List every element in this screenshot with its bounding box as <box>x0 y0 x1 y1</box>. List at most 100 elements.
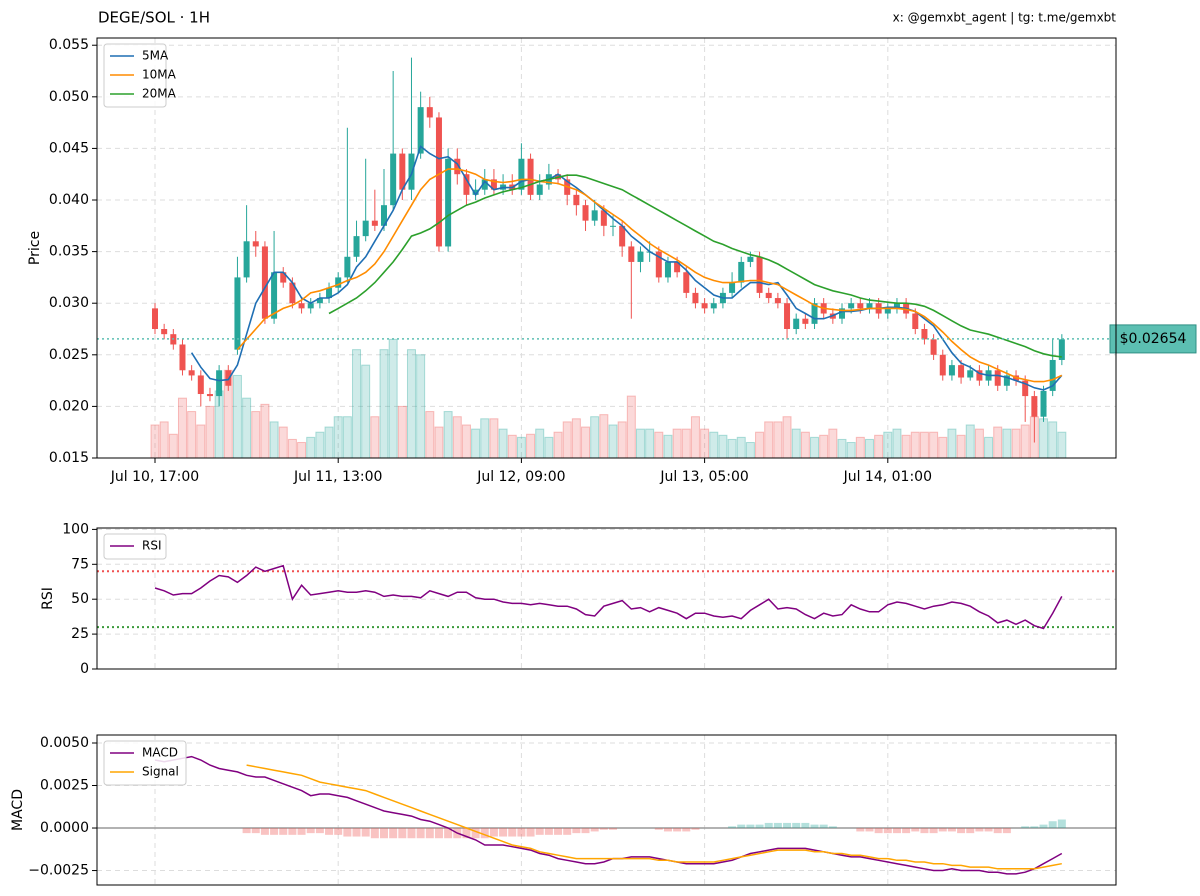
histogram-bar <box>251 828 260 834</box>
histogram-bar <box>691 828 700 830</box>
volume-bar <box>526 433 536 459</box>
candle-body <box>573 194 580 206</box>
y-axis-label: RSI <box>40 587 56 610</box>
x-tick-label: Jul 11, 13:00 <box>293 469 382 485</box>
histogram-bar <box>947 828 956 832</box>
volume-bar <box>828 428 838 459</box>
candle-body <box>344 256 351 278</box>
volume-bar <box>581 426 591 459</box>
candle-body <box>1058 339 1065 360</box>
candle-body <box>1040 390 1047 417</box>
candle-body <box>664 261 671 278</box>
candle-body <box>298 303 305 309</box>
candle-body <box>271 272 278 319</box>
histogram-bar <box>306 828 315 834</box>
volume-bar <box>535 428 545 459</box>
histogram-bar <box>535 828 544 835</box>
candle-body <box>188 370 195 376</box>
y-tick-label: 0.025 <box>49 347 89 363</box>
candle-body <box>921 329 928 340</box>
histogram-bar <box>325 828 334 835</box>
volume-bar <box>306 436 316 459</box>
histogram-bar <box>260 828 269 835</box>
candle-body <box>234 277 241 350</box>
volume-bar <box>608 424 618 459</box>
volume-bar <box>810 436 820 459</box>
volume-bar <box>993 426 1003 459</box>
volume-bar <box>974 428 984 459</box>
volume-bar <box>947 428 957 459</box>
last-price-box <box>1109 324 1197 354</box>
histogram-bar <box>563 828 572 835</box>
histogram-bar <box>856 828 865 832</box>
volume-bar <box>645 428 655 459</box>
histogram-bar <box>663 828 672 832</box>
y-tick-label: 0.030 <box>49 295 89 311</box>
histogram-bar <box>380 828 388 839</box>
histogram-bar <box>819 824 828 829</box>
histogram-bar <box>315 828 324 834</box>
histogram-bar <box>883 828 892 834</box>
volume-bar <box>663 434 673 459</box>
y-tick-label: −0.0025 <box>28 863 89 879</box>
candle-body <box>967 370 974 378</box>
legend-box <box>103 43 167 108</box>
candle-body <box>390 153 397 206</box>
candle-body <box>683 272 690 293</box>
volume-bar <box>315 431 325 459</box>
histogram-bar <box>737 824 746 829</box>
candle-body <box>939 354 946 376</box>
y-tick-label: 0.0050 <box>40 735 89 751</box>
candle-body <box>976 370 983 381</box>
candle-body <box>472 189 479 195</box>
candle-body <box>435 117 442 247</box>
volume-bar <box>590 416 600 459</box>
volume-bar <box>397 405 407 459</box>
candle-body <box>445 158 452 247</box>
volume-bar <box>965 424 975 459</box>
volume-bar <box>196 424 206 459</box>
histogram-bar <box>572 828 581 834</box>
histogram-bar <box>361 828 370 837</box>
histogram-bar <box>599 828 608 830</box>
volume-bar <box>883 431 893 459</box>
volume-bar <box>855 436 865 459</box>
volume-bar <box>553 431 563 459</box>
candle-body <box>1022 380 1029 397</box>
histogram-bar <box>1057 819 1066 829</box>
candle-body <box>884 308 891 314</box>
candle-body <box>765 292 772 299</box>
volume-bar <box>205 405 215 459</box>
plot-frame <box>96 37 1117 459</box>
legend-label: Signal <box>142 765 179 779</box>
volume-bar <box>755 431 765 459</box>
credit: x: @gemxbt_agent | tg: t.me/gemxbt <box>893 11 1117 25</box>
histogram-bar <box>590 828 599 832</box>
y-tick-label: 0.040 <box>49 192 89 208</box>
volume-bar <box>709 431 719 459</box>
volume-bar <box>919 431 929 459</box>
histogram-bar <box>352 828 361 837</box>
volume-bar <box>819 434 829 459</box>
histogram-bar <box>499 828 508 837</box>
volume-bar <box>260 403 270 459</box>
histogram-bar <box>773 822 782 829</box>
legend-box <box>103 533 167 560</box>
histogram-bar <box>544 828 553 835</box>
volume-bar <box>434 426 444 459</box>
series-line <box>154 564 1063 630</box>
histogram-bar <box>1021 826 1030 829</box>
histogram-bar <box>416 828 425 839</box>
volume-bar <box>599 414 609 459</box>
volume-bar <box>837 438 847 459</box>
volume-bar <box>342 416 352 459</box>
candle-body <box>591 210 598 221</box>
candle-body <box>994 370 1001 386</box>
candle-body <box>362 220 369 237</box>
y-tick-label: 0.0000 <box>40 820 89 836</box>
histogram-bar <box>489 828 498 837</box>
legend-label: MACD <box>142 746 178 760</box>
volume-bar <box>1002 428 1012 459</box>
